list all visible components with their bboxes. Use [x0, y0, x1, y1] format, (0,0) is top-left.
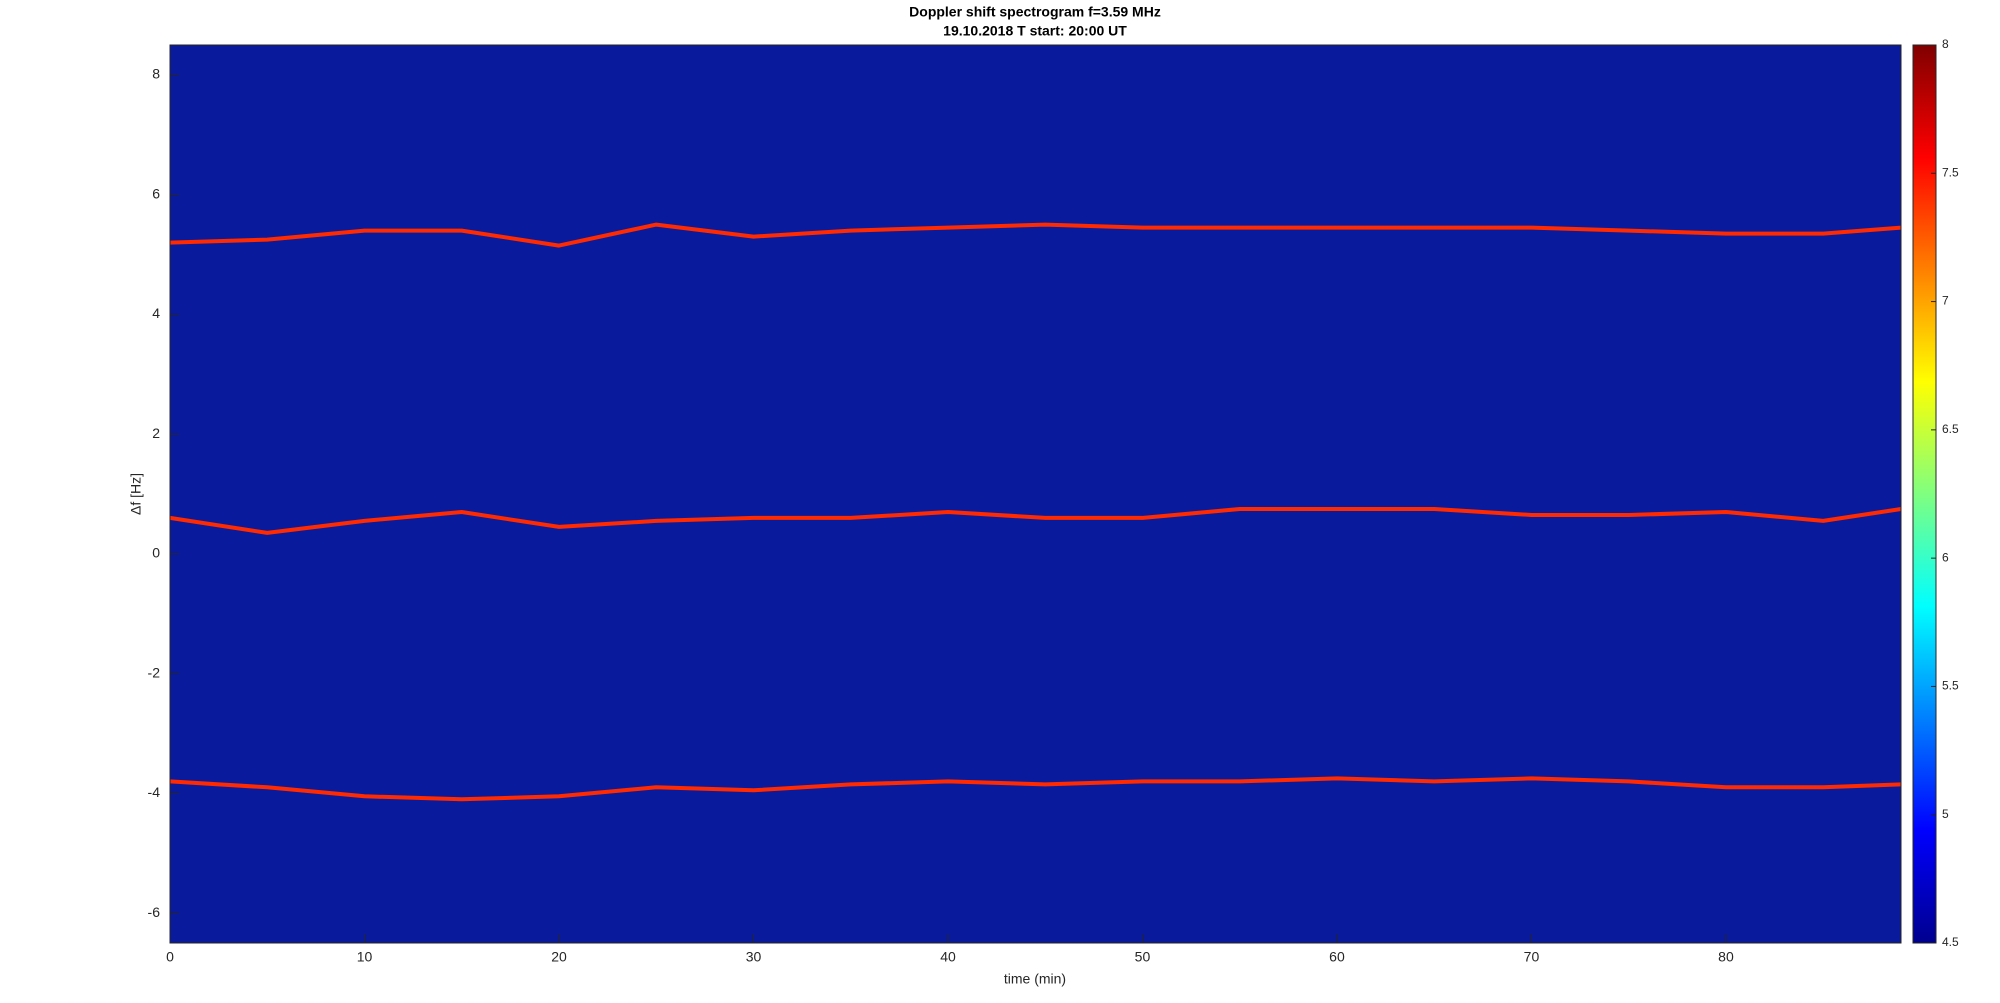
colorbar: [1912, 44, 1937, 944]
trace-line: [169, 507, 1902, 535]
x-tick-label: 80: [1718, 949, 1734, 965]
y-tick-label: -4: [148, 784, 161, 800]
trace-line: [169, 222, 1902, 248]
x-tick-label: 40: [940, 949, 956, 965]
y-tick-label: 8: [152, 66, 160, 82]
y-tick-label: 4: [152, 305, 160, 321]
x-tick-label: 70: [1524, 949, 1540, 965]
colorbar-tick-label: 8: [1942, 37, 1949, 51]
x-tick-label: 30: [746, 949, 762, 965]
x-tick-label: 50: [1135, 949, 1151, 965]
chart-title: Doppler shift spectrogram f=3.59 MHz: [909, 4, 1161, 20]
colorbar-tick-label: 7.5: [1942, 165, 1959, 179]
y-tick-label: 2: [152, 425, 160, 441]
y-tick-label: -6: [148, 904, 161, 920]
colorbar-tick-label: 4.5: [1942, 935, 1959, 949]
x-tick-label: 60: [1329, 949, 1345, 965]
trace-line: [169, 776, 1902, 802]
colorbar-tick-label: 6: [1942, 550, 1949, 564]
y-tick-label: -2: [148, 664, 161, 680]
y-axis-label: Δf [Hz]: [128, 473, 144, 515]
x-tick-label: 10: [357, 949, 373, 965]
colorbar-tick-label: 7: [1942, 294, 1949, 308]
colorbar-tick-label: 5.5: [1942, 679, 1959, 693]
colorbar-tick-label: 6.5: [1942, 422, 1959, 436]
plot-frame: [169, 44, 1902, 944]
y-tick-label: 6: [152, 185, 160, 201]
x-tick-label: 0: [166, 949, 174, 965]
chart-subtitle: 19.10.2018 T start: 20:00 UT: [943, 23, 1127, 39]
plot-background: [170, 45, 1901, 943]
x-axis-label: time (min): [1004, 971, 1066, 987]
y-tick-label: 0: [152, 545, 160, 561]
colorbar-tick-label: 5: [1942, 807, 1949, 821]
x-tick-label: 20: [551, 949, 567, 965]
